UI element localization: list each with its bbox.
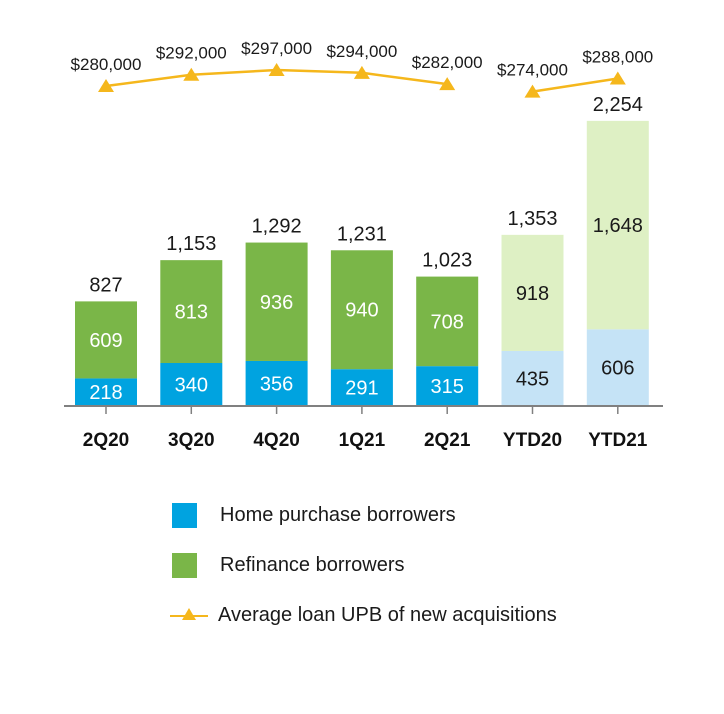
- label-purchase-ytd20: 435: [516, 368, 549, 390]
- label-purchase-4q20: 356: [260, 373, 293, 395]
- loan-upb-label-3q20: $292,000: [156, 44, 227, 63]
- loan-upb-marker-ytd21: [609, 71, 626, 85]
- tick-label-2q21: 2Q21: [424, 430, 471, 451]
- loan-upb-marker-2q20: [98, 79, 114, 92]
- bar-refinance-2q20: [75, 301, 137, 379]
- loan-upb-marker-4q20: [268, 63, 285, 77]
- loan-upb-marker-1q21: [353, 65, 370, 79]
- bar-refinance-1q21: [330, 250, 393, 370]
- label-purchase-ytd21: 606: [601, 358, 634, 380]
- loan-upb-line-1: [532, 77, 618, 93]
- legend-item-loan-upb: Average loan UPB of new acquisitions: [170, 600, 557, 630]
- label-total-2q20: 827: [89, 274, 122, 296]
- loan-upb-marker-ytd20: [524, 84, 541, 98]
- bar-refinance-4q20: [245, 242, 308, 361]
- bar-refinance-2q21: [416, 276, 479, 367]
- tick-label-ytd20: YTD20: [503, 430, 562, 451]
- label-refinance-1q21: 940: [345, 300, 378, 322]
- label-purchase-2q20: 218: [89, 382, 122, 404]
- loan-upb-label-ytd21: $288,000: [582, 47, 653, 66]
- label-total-4q20: 1,292: [252, 216, 302, 238]
- tick-label-ytd21: YTD21: [588, 430, 648, 451]
- label-refinance-ytd21: 1,648: [593, 215, 643, 237]
- label-total-ytd21: 2,254: [593, 94, 643, 116]
- tick-label-2q20: 2Q20: [83, 430, 129, 451]
- bar-purchase-ytd20: [501, 350, 564, 406]
- legend-swatch-line: [170, 608, 208, 620]
- legend-label-purchase: Home purchase borrowers: [220, 503, 456, 526]
- loan-upb-label-2q21: $282,000: [412, 53, 483, 72]
- tick-label-4q20: 4Q20: [253, 430, 299, 451]
- loan-upb-line-layer: $280,000 $292,000 $297,000 $294,000 $282,000…: [71, 39, 653, 98]
- bar-purchase-2q21: [416, 366, 479, 406]
- tick-label-3q20: 3Q20: [168, 430, 214, 451]
- label-refinance-3q20: 813: [175, 302, 208, 324]
- label-refinance-ytd20: 918: [516, 283, 549, 305]
- bar-refinance-3q20: [160, 260, 223, 363]
- loan-upb-marker-2q21: [439, 77, 456, 91]
- legend-item-purchase: Home purchase borrowers: [172, 500, 456, 530]
- legend-item-refinance: Refinance borrowers: [172, 550, 405, 580]
- label-total-1q21: 1,231: [337, 223, 387, 245]
- label-refinance-2q20: 609: [89, 330, 122, 352]
- label-total-ytd20: 1,353: [507, 208, 557, 230]
- bar-purchase-4q20: [245, 360, 308, 406]
- label-refinance-4q20: 936: [260, 292, 293, 314]
- bar-purchase-ytd21: [586, 329, 649, 406]
- bar-purchase-3q20: [160, 362, 223, 406]
- x-axis: 2Q20 3Q20 4Q20 1Q21 2Q21 YTD20 YTD21: [83, 406, 648, 451]
- label-purchase-2q21: 315: [431, 376, 464, 398]
- label-total-2q21: 1,023: [422, 250, 472, 272]
- label-purchase-3q20: 340: [175, 374, 208, 396]
- legend-label-loan-upb: Average loan UPB of new acquisitions: [218, 603, 557, 626]
- loan-upb-marker-3q20: [183, 67, 200, 81]
- loan-upb-label-ytd20: $274,000: [497, 61, 568, 80]
- label-refinance-2q21: 708: [431, 311, 464, 333]
- bar-layer: 218 609 827 340 813 1,153 356 936 1,292 291 940 1,2…: [75, 94, 649, 406]
- bar-refinance-ytd20: [501, 234, 564, 351]
- legend-swatch-refinance: [172, 552, 197, 578]
- bar-refinance-ytd21: [586, 120, 649, 330]
- loan-upb-label-2q20: $280,000: [71, 55, 142, 74]
- bar-purchase-2q20: [75, 378, 137, 406]
- loan-upb-label-4q20: $297,000: [241, 39, 312, 58]
- tick-label-1q21: 1Q21: [339, 430, 386, 451]
- legend-label-refinance: Refinance borrowers: [220, 553, 405, 576]
- legend-swatch-purchase: [172, 502, 197, 528]
- bar-purchase-1q21: [330, 369, 393, 406]
- label-total-3q20: 1,153: [166, 233, 216, 255]
- loan-upb-label-1q21: $294,000: [326, 42, 397, 61]
- label-purchase-1q21: 291: [345, 378, 378, 400]
